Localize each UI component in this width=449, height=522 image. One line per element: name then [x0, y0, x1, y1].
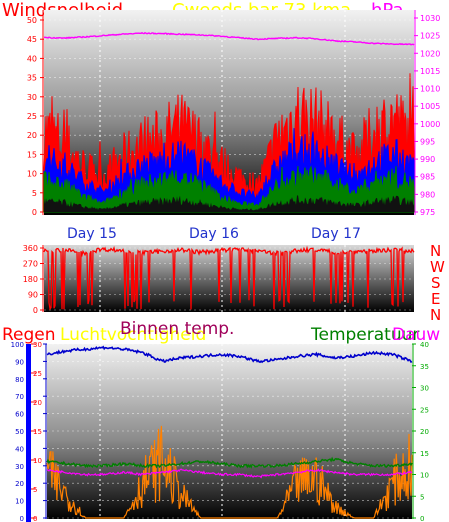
humidity-tick-label: 70	[15, 393, 24, 401]
pressure-tick-label: 1000	[420, 120, 440, 129]
wind-y-axis: 0 5 10 15 20 25 30 35 40 45 50	[27, 10, 44, 217]
rain-line	[46, 425, 413, 519]
humidity-plot-background	[47, 344, 412, 519]
direction-line	[43, 245, 415, 311]
wind-tick-label: 30	[27, 93, 37, 102]
pressure-tick-label: 985	[420, 173, 435, 182]
pressure-tick-label: 1020	[420, 49, 440, 58]
temperature-tick-label: 40	[420, 341, 429, 349]
humidity-title: Luchtvochtigheid	[60, 325, 206, 345]
direction-tick-label: 90	[28, 291, 38, 300]
inside-temp-title: Binnen temp.	[120, 319, 234, 339]
humidity-line	[46, 345, 413, 364]
rain-tick-label: 10	[33, 457, 42, 465]
rain-tick-label: 5	[33, 486, 37, 494]
dew-line	[46, 468, 413, 479]
pressure-tick-label: 1010	[420, 85, 440, 94]
direction-panel: 0 90 180 270 360 N W S E N	[23, 242, 445, 324]
direction-label-n1: N	[430, 242, 441, 260]
pressure-line	[43, 31, 415, 46]
wind-tick-label: 10	[27, 170, 37, 179]
rain-tick-label: 15	[33, 428, 42, 436]
humidity-tick-label: 100	[11, 341, 24, 349]
rain-tick-label: 30	[33, 341, 42, 349]
pressure-tick-label: 995	[420, 137, 435, 146]
rain-y-axis: 0 5 10 15 20 25 30	[31, 341, 42, 522]
wind-tick-label: 40	[27, 54, 37, 63]
humidity-tick-label: 90	[15, 358, 24, 366]
humidity-tick-label: 10	[15, 498, 24, 506]
day-label-2: Day 16	[189, 226, 239, 242]
rain-tick-label: 25	[33, 370, 42, 378]
direction-label-n2: N	[430, 306, 441, 324]
dew-title: Dauw	[392, 325, 440, 345]
day-label-3: Day 17	[311, 226, 361, 242]
rain-title: Regen	[2, 325, 56, 345]
direction-label-e: E	[431, 290, 440, 308]
direction-y-axis: 0 90 180 270 360	[23, 244, 44, 315]
wind-tick-label: 15	[27, 150, 37, 159]
temperature-tick-label: 15	[420, 450, 429, 458]
humidity-tick-label: 50	[15, 428, 24, 436]
pressure-tick-label: 1025	[420, 32, 440, 41]
temperature-tick-label: 5	[420, 493, 424, 501]
pressure-y-axis: 975 980 985 990 995 1000 1005 1010 1015 1020 1025 1…	[414, 10, 440, 217]
wind-calm-area	[44, 195, 414, 212]
temperature-tick-label: 20	[420, 428, 429, 436]
direction-tick-label: 0	[33, 306, 38, 315]
temperature-title: Temperatuur	[310, 325, 419, 345]
temperature-tick-label: 25	[420, 406, 429, 414]
direction-series	[43, 245, 415, 311]
pressure-tick-label: 990	[420, 155, 435, 164]
pressure-tick-label: 1030	[420, 14, 440, 23]
wind-tick-label: 25	[27, 112, 37, 121]
pressure-tick-label: 1005	[420, 102, 440, 111]
rain-axis-bar	[26, 344, 31, 522]
pressure-tick-label: 980	[420, 190, 435, 199]
wind-tick-label: 20	[27, 131, 37, 140]
temperature-tick-label: 35	[420, 363, 429, 371]
wind-tick-label: 5	[32, 189, 37, 198]
humidity-tick-label: 0	[20, 515, 24, 522]
humidity-tick-label: 20	[15, 480, 24, 488]
rain-tick-label: 20	[33, 399, 42, 407]
humidity-temp-panel: Regen Luchtvochtigheid Binnen temp. Temp…	[2, 319, 440, 522]
wind-tick-label: 35	[27, 74, 37, 83]
pressure-tick-label: 1015	[420, 67, 440, 76]
temperature-tick-label: 10	[420, 472, 429, 480]
wind-tick-label: 0	[32, 208, 37, 217]
humidity-tick-label: 40	[15, 445, 24, 453]
humidity-tick-label: 80	[15, 376, 24, 384]
temperature-tick-label: 0	[420, 515, 424, 522]
humidity-temp-series	[46, 345, 413, 519]
temperature-line	[46, 456, 413, 469]
wind-series	[43, 31, 415, 213]
direction-label-w: W	[430, 258, 445, 276]
pressure-tick-label: 975	[420, 208, 435, 217]
direction-label-s: S	[431, 274, 441, 292]
day-label-1: Day 15	[67, 226, 117, 242]
direction-tick-label: 180	[23, 275, 38, 284]
direction-tick-label: 360	[23, 244, 38, 253]
wind-pressure-panel: Windsnelheid Cweeds bar 73 kma hPa 05101…	[2, 0, 440, 242]
wind-tick-label: 50	[27, 16, 37, 25]
rain-tick-label: 0	[33, 515, 37, 522]
humidity-tick-label: 60	[15, 411, 24, 419]
humidity-tick-label: 30	[15, 463, 24, 471]
temperature-tick-label: 30	[420, 385, 429, 393]
temperature-y-axis: 0 5 10 15 20 25 30 35 40	[412, 341, 429, 522]
wind-tick-label: 45	[27, 35, 37, 44]
direction-tick-label: 270	[23, 260, 38, 269]
